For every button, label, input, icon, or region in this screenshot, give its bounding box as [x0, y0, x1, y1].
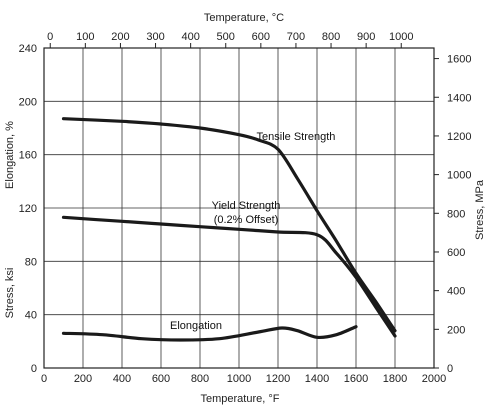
elongation-curve [61, 325, 358, 342]
x-top-tick-label: 0 [47, 31, 53, 43]
y-right-tick-label: 400 [447, 286, 465, 298]
elongation-label: Elongation [170, 320, 222, 332]
y-left-tick-label: 160 [19, 150, 37, 162]
x-bottom-tick-label: 1400 [305, 373, 329, 385]
y-right-tick-label: 1000 [447, 170, 471, 182]
y-right-tick-label: 0 [447, 363, 453, 375]
yield-strength-label: Yield Strength [212, 200, 281, 212]
y-left-tick-label: 80 [25, 256, 37, 268]
bottom-axis-title: Temperature, °F [201, 393, 280, 405]
x-bottom-tick-label: 1600 [344, 373, 368, 385]
grid [44, 48, 434, 368]
y-right-tick-label: 200 [447, 324, 465, 336]
x-bottom-tick-label: 1200 [266, 373, 290, 385]
x-bottom-tick-label: 600 [152, 373, 170, 385]
y-right-tick-label: 1600 [447, 54, 471, 66]
y-left-tick-label: 40 [25, 310, 37, 322]
y-left-tick-label: 120 [19, 203, 37, 215]
x-bottom-tick-label: 800 [191, 373, 209, 385]
plot-frame [43, 47, 435, 369]
x-top-tick-label: 300 [146, 31, 164, 43]
yield-strength-offset-label: (0.2% Offset) [214, 214, 279, 226]
x-bottom-tick-label: 0 [41, 373, 47, 385]
x-top-tick-label: 100 [76, 31, 94, 43]
right-axis-title: Stress, MPa [474, 179, 486, 240]
y-right-tick-label: 1200 [447, 131, 471, 143]
left-axis-title-stress: Stress, ksi [4, 268, 16, 319]
y-right-tick-label: 600 [447, 247, 465, 259]
x-bottom-tick-label: 400 [113, 373, 131, 385]
x-top-tick-label: 200 [111, 31, 129, 43]
x-top-tick-label: 800 [322, 31, 340, 43]
top-axis-title: Temperature, °C [204, 12, 284, 24]
x-bottom-tick-label: 2000 [422, 373, 446, 385]
y-right-tick-label: 800 [447, 208, 465, 220]
x-bottom-tick-label: 200 [74, 373, 92, 385]
y-right-tick-label: 1400 [447, 92, 471, 104]
x-top-tick-label: 600 [252, 31, 270, 43]
x-top-tick-label: 400 [181, 31, 199, 43]
x-top-tick-label: 700 [287, 31, 305, 43]
x-top-tick-label: 500 [217, 31, 235, 43]
yield-strength-curve [61, 215, 397, 338]
tick-labels: 0 200 400 600 800 1000 1200 1400 1600 1800 2000040… [19, 31, 472, 385]
y-left-tick-label: 200 [19, 96, 37, 108]
left-axis-title-elongation: Elongation, % [4, 121, 16, 189]
x-bottom-tick-label: 1800 [383, 373, 407, 385]
tensile-strength-label: Tensile Strength [257, 131, 336, 143]
tensile-strength-curve [61, 117, 397, 333]
y-left-tick-label: 0 [31, 363, 37, 375]
x-bottom-tick-label: 1000 [227, 373, 251, 385]
y-left-tick-label: 240 [19, 43, 37, 55]
x-top-tick-label: 1000 [389, 31, 413, 43]
x-top-tick-label: 900 [357, 31, 375, 43]
curves [61, 117, 397, 342]
